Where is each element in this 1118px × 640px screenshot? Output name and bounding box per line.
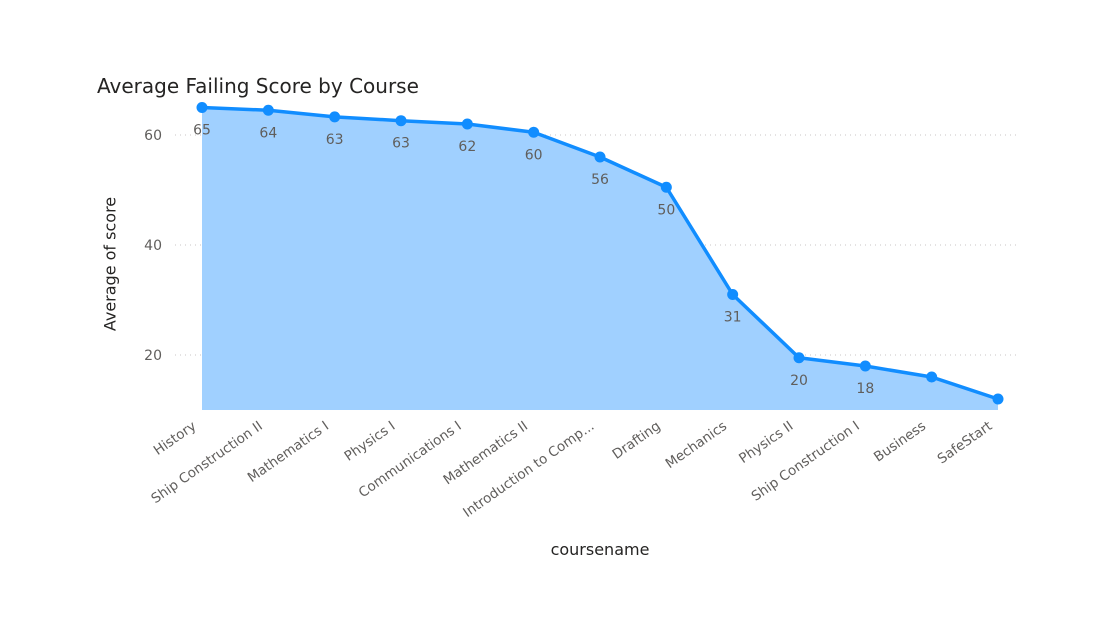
x-axis-title: coursename	[550, 540, 650, 559]
data-point[interactable]	[727, 289, 739, 300]
x-tick-label: Business	[871, 418, 929, 465]
data-point[interactable]	[461, 118, 473, 130]
data-point[interactable]	[395, 115, 407, 127]
data-point[interactable]	[926, 371, 938, 383]
data-point[interactable]	[793, 352, 805, 364]
data-label: 62	[458, 139, 476, 155]
area-fill-layer	[202, 107, 998, 410]
data-labels: 65 64 63 63 62 60 56 50 31 20 18	[193, 123, 874, 398]
data-point[interactable]	[262, 104, 274, 116]
data-point[interactable]	[594, 151, 606, 163]
data-label: 64	[259, 125, 277, 141]
x-tick-label: Introduction to Comp...	[460, 418, 597, 521]
data-label: 18	[856, 381, 874, 397]
data-label: 20	[790, 373, 808, 389]
x-tick-label: History	[151, 418, 200, 459]
x-tick-label: Mechanics	[663, 418, 730, 472]
data-point[interactable]	[859, 360, 871, 372]
x-tick-label: Ship Construction II	[148, 418, 265, 507]
data-label: 65	[193, 123, 211, 139]
y-axis-ticks: 20 40 60	[144, 128, 162, 364]
x-tick-label: Physics II	[736, 418, 796, 467]
data-label: 56	[591, 172, 609, 188]
data-point[interactable]	[528, 126, 540, 138]
x-tick-label: Ship Construction I	[749, 418, 863, 505]
data-label: 50	[657, 202, 675, 218]
y-tick-label: 40	[144, 238, 162, 254]
data-point[interactable]	[196, 102, 208, 113]
data-label: 60	[525, 147, 543, 163]
y-tick-label: 20	[144, 348, 162, 364]
data-label: 31	[724, 310, 742, 326]
x-tick-label: SafeStart	[935, 418, 996, 467]
y-tick-label: 60	[144, 128, 162, 144]
chart-title: Average Failing Score by Course	[97, 74, 419, 98]
points-layer	[196, 102, 1004, 405]
data-label: 63	[392, 136, 410, 152]
data-point[interactable]	[660, 181, 672, 193]
data-point[interactable]	[992, 393, 1004, 405]
area-fill	[202, 107, 998, 410]
x-tick-label: Physics I	[341, 418, 398, 464]
x-tick-label: Drafting	[609, 418, 663, 463]
data-point[interactable]	[329, 111, 341, 123]
data-label: 63	[326, 132, 344, 148]
